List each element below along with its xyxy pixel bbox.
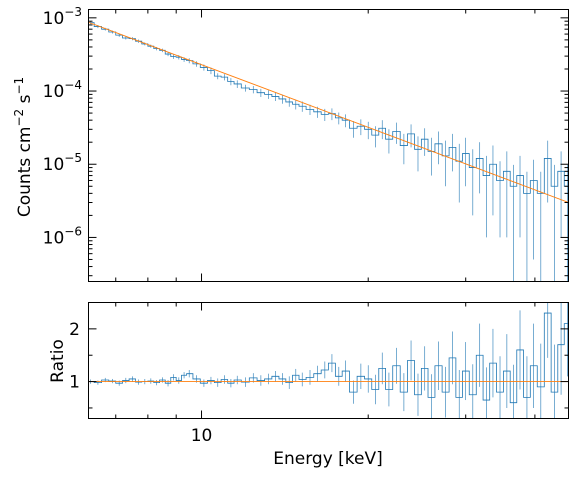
bottom-data-step-line	[88, 312, 569, 404]
top-y-tick-labels: 10−3 10−4 10−5 10−6	[43, 5, 82, 249]
top-y-tick-label: 10−5	[43, 151, 82, 175]
top-panel-frame	[88, 9, 569, 282]
top-data-step-line	[88, 22, 569, 194]
top-model-line	[88, 21, 569, 203]
top-y-axis-label: Counts cm−2 s−1	[12, 77, 35, 217]
top-y-tick-label: 10−6	[43, 224, 82, 248]
bottom-y-tick-label: 2	[69, 320, 80, 340]
top-panel: 10−3 10−4 10−5 10−6 Counts cm−2 s−1	[12, 5, 569, 282]
top-plot-area	[88, 21, 569, 282]
bottom-panel: 12 10 Ratio Energy [keV]	[48, 302, 569, 469]
top-axis-ticks	[88, 9, 569, 282]
bottom-y-tick-label: 1	[69, 373, 80, 393]
x-axis-label: Energy [keV]	[273, 449, 383, 469]
bottom-y-axis-label: Ratio	[48, 339, 68, 383]
x-tick-label: 10	[191, 426, 213, 446]
bottom-x-tick-labels: 10	[191, 426, 213, 446]
top-y-tick-label: 10−3	[43, 5, 82, 29]
bottom-panel-frame	[88, 302, 569, 419]
bottom-plot-area	[88, 302, 569, 419]
top-y-tick-label: 10−4	[43, 78, 82, 102]
bottom-y-tick-labels: 12	[69, 320, 80, 393]
bottom-axis-ticks	[88, 302, 569, 419]
